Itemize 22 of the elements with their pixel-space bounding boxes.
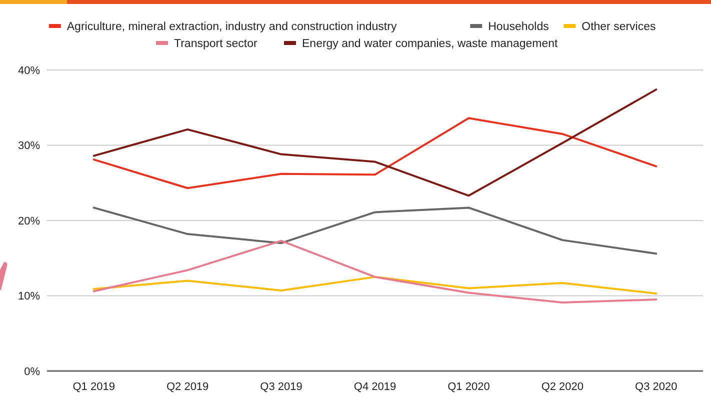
legend-label: Other services <box>582 21 656 34</box>
x-tick-label: Q2 2020 <box>541 380 584 393</box>
y-tick-label: 0% <box>24 366 40 378</box>
legend-label: Transport sector <box>174 38 258 50</box>
line-series <box>92 276 658 294</box>
y-tick-label: 40% <box>18 64 40 77</box>
line-series <box>92 240 658 304</box>
x-tick-label: Q1 2019 <box>72 380 115 393</box>
y-tick-label: 30% <box>18 140 40 152</box>
line-series <box>92 206 658 255</box>
legend-label: Households <box>488 21 550 34</box>
y-tick-label: 10% <box>18 290 40 303</box>
line-series <box>92 117 658 190</box>
legend-label: Energy and water companies, waste management <box>302 38 558 50</box>
x-tick-label: Q2 2019 <box>166 380 209 393</box>
legend-label: Agriculture, mineral extraction, industry and construction industry <box>66 21 397 34</box>
x-tick-label: Q1 2020 <box>448 380 490 393</box>
y-tick-label: 20% <box>18 215 40 228</box>
line-series <box>92 88 658 197</box>
x-tick-label: Q3 2019 <box>260 380 302 393</box>
x-tick-label: Q3 2020 <box>635 380 678 393</box>
x-tick-label: Q4 2019 <box>354 380 396 393</box>
